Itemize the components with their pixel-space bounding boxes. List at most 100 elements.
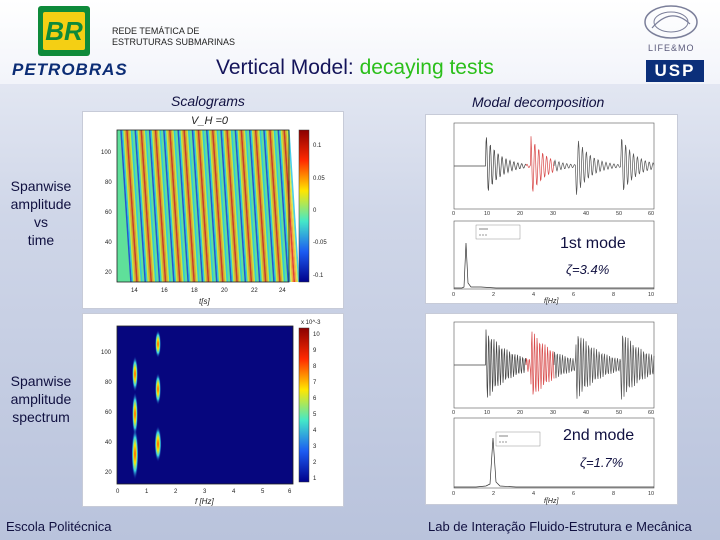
scalogram-stripe — [269, 129, 281, 283]
scalogram-stripe — [288, 129, 300, 283]
scalogram-stripe — [221, 129, 234, 283]
scalogram-stripe — [157, 129, 170, 283]
cb-bottom-tick-7: 3 — [313, 444, 317, 450]
y-top-tick-3: 40 — [105, 240, 112, 246]
mode-2-label: 2nd mode — [563, 427, 635, 444]
scalogram-spectrum-figure: x 10^-3 10 9 8 7 6 5 4 3 2 1 100 80 60 4… — [101, 320, 321, 506]
cb-bottom-tick-3: 7 — [313, 380, 317, 386]
x-top-tick-2: 18 — [191, 288, 198, 294]
m2-f-tick-5: 10 — [648, 491, 654, 497]
modal-figure-mode-1: 0 10 20 30 40 50 60 0 2 4 6 8 10 f[Hz] — [452, 122, 655, 305]
scalogram-stripe — [224, 129, 237, 283]
scalogram-stripe — [154, 129, 167, 283]
spectrum-peak-blob — [154, 426, 162, 462]
y-top-tick-0: 100 — [101, 150, 112, 156]
row-label-line: time — [27, 232, 55, 248]
row-label-amplitude-time: Spanwise amplitude vs time — [0, 177, 82, 249]
slide-title: Vertical Model: decaying tests — [216, 56, 494, 80]
mode-1-label: 1st mode — [560, 235, 626, 252]
scalogram-stripe — [150, 129, 162, 283]
y-bottom-tick-0: 100 — [101, 350, 112, 356]
m2-x-tick-6: 60 — [648, 410, 654, 416]
m1-f-tick-3: 6 — [572, 292, 575, 298]
footer-school: Escola Politécnica — [6, 519, 112, 534]
x-bottom-tick-0: 0 — [116, 489, 120, 495]
cb-top-tick-2: 0 — [313, 208, 317, 214]
scalogram-stripe — [267, 129, 280, 283]
scalogram-stripe — [159, 129, 171, 283]
scalogram-stripe — [123, 129, 135, 283]
scalogram-top-colorbar — [298, 129, 310, 283]
scalogram-stripe — [237, 129, 250, 283]
scalogram-stripe — [186, 129, 198, 283]
x-bottom-tick-5: 5 — [261, 489, 265, 495]
x-bottom-tick-2: 2 — [174, 489, 178, 495]
x-top-tick-4: 22 — [251, 288, 258, 294]
scalogram-stripe — [178, 129, 191, 283]
scalogram-stripe — [130, 129, 143, 283]
scalogram-stripe — [200, 129, 213, 283]
scalogram-bottom-frame — [116, 325, 294, 485]
scalogram-stripe — [136, 129, 148, 283]
m1-x-tick-6: 60 — [648, 211, 654, 217]
scalogram-stripe — [212, 129, 224, 283]
cb-bottom-tick-5: 5 — [313, 412, 317, 418]
scalogram-top-stripes — [120, 129, 300, 283]
network-line-1: REDE TEMÁTICA DE — [112, 26, 200, 36]
scalogram-stripe — [183, 129, 195, 283]
cb-top-tick-3: -0.05 — [313, 240, 327, 246]
scalogram-stripe — [248, 129, 261, 283]
scalogram-stripe — [242, 129, 254, 283]
scalogram-top-title: V_H =0 — [191, 115, 229, 127]
scalogram-stripe — [226, 129, 238, 283]
scalogram-stripe — [259, 129, 271, 283]
cb-bottom-tick-6: 4 — [313, 428, 317, 434]
scalogram-time-panel: V_H =0 0.1 0.05 0 -0.05 -0.1 100 80 60 4… — [82, 111, 344, 309]
m2-f-tick-3: 6 — [572, 491, 575, 497]
m2-f-tick-0: 0 — [452, 491, 455, 497]
scalogram-stripe — [196, 129, 208, 283]
mode-1-damping: ζ=3.4% — [566, 262, 610, 277]
scalogram-stripe — [256, 129, 268, 283]
m1-x-tick-3: 30 — [550, 211, 556, 217]
time-response-trace — [525, 331, 555, 395]
spectrum-curve — [454, 242, 654, 289]
scalogram-stripe — [209, 129, 221, 283]
scalogram-stripe — [151, 129, 164, 283]
scalogram-stripe — [236, 129, 248, 283]
m2-x-tick-0: 0 — [452, 410, 455, 416]
spectrum-axes — [453, 417, 655, 489]
row-label-line: Spanwise — [10, 178, 72, 194]
scalogram-stripe — [181, 129, 194, 283]
modal-panel-mode-1: 0 10 20 30 40 50 60 0 2 4 6 8 10 f[Hz] — [425, 114, 678, 305]
scalogram-stripe — [280, 129, 293, 283]
x-bottom-tick-6: 6 — [288, 489, 292, 495]
scalogram-stripe — [169, 129, 181, 283]
row-label-line: spectrum — [12, 409, 70, 425]
cb-top-tick-1: 0.05 — [313, 176, 325, 182]
scalogram-stripe — [163, 129, 175, 283]
brand-name: PETROBRAS — [12, 60, 128, 79]
time-response-trace — [454, 329, 527, 398]
scalogram-stripe — [173, 129, 186, 283]
lab-logo-text: LIFE&MO — [648, 43, 695, 53]
m1-x-tick-1: 10 — [484, 211, 490, 217]
scalogram-stripe — [229, 129, 241, 283]
cb-bottom-tick-9: 1 — [313, 476, 317, 482]
scalogram-stripe — [142, 129, 154, 283]
scalogram-stripe — [230, 129, 243, 283]
row-label-amplitude-spectrum: Spanwise amplitude spectrum — [0, 372, 82, 426]
row-label-line: Spanwise — [10, 373, 72, 389]
scalogram-stripe — [257, 129, 270, 283]
scalogram-time-figure: V_H =0 0.1 0.05 0 -0.05 -0.1 100 80 60 4… — [101, 115, 327, 306]
scalogram-stripe — [167, 129, 180, 283]
scalogram-top-xlabel: t[s] — [199, 297, 210, 306]
spectrum-peak-blob — [155, 373, 161, 405]
m2-f-tick-1: 2 — [492, 491, 495, 497]
scalogram-stripe — [263, 129, 275, 283]
x-top-tick-3: 20 — [221, 288, 228, 294]
spectrum-legend — [475, 224, 521, 240]
m2-x-tick-5: 50 — [616, 410, 622, 416]
scalogram-stripe — [253, 129, 265, 283]
scalogram-stripe — [206, 129, 218, 283]
